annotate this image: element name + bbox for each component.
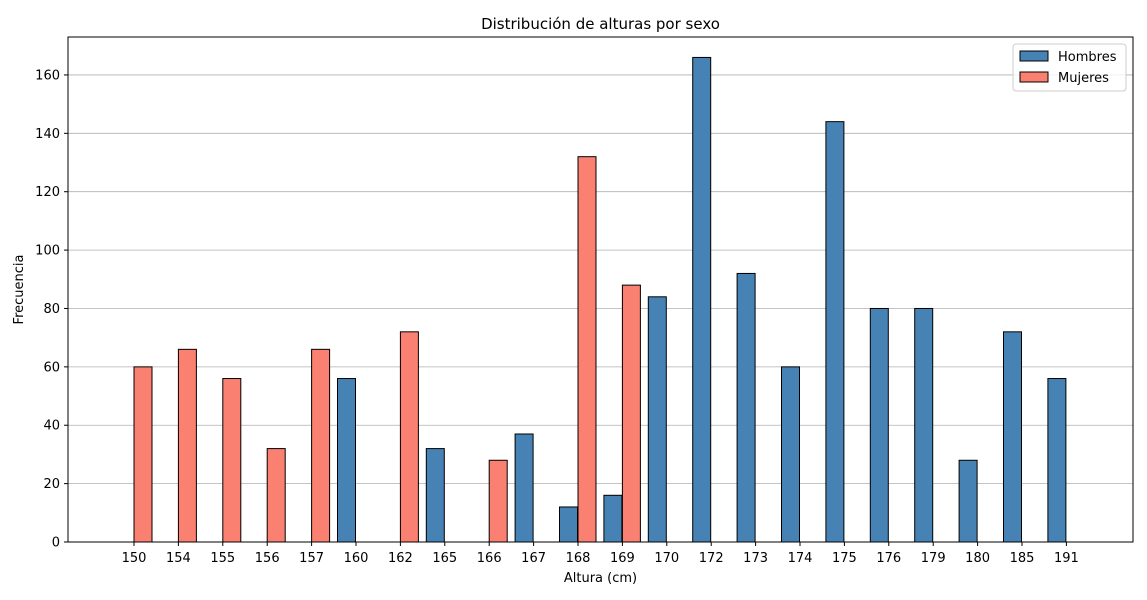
bar-hombres-169 bbox=[603, 494, 623, 543]
plot-frame bbox=[67, 36, 1134, 543]
x-tick-label: 185 bbox=[1010, 551, 1035, 566]
legend-swatch-mujeres bbox=[1019, 71, 1049, 83]
bar-hombres-167 bbox=[514, 433, 534, 543]
x-tick-label: 155 bbox=[210, 551, 235, 566]
bar-hombres-170 bbox=[647, 296, 667, 543]
bar-hombres-173 bbox=[736, 272, 756, 543]
x-tick-label: 170 bbox=[654, 551, 679, 566]
y-tick-label: 80 bbox=[43, 302, 60, 317]
y-tick-label: 100 bbox=[35, 244, 60, 259]
bar-mujeres-150 bbox=[133, 366, 153, 543]
bars bbox=[115, 56, 1085, 543]
bar-mujeres-154 bbox=[177, 348, 197, 543]
legend-label-mujeres: Mujeres bbox=[1058, 71, 1109, 86]
x-axis-label: Altura (cm) bbox=[564, 571, 637, 586]
x-axis-ticks: 150 154 155 156 157 160 162 165 166 167 168 169 170 1… bbox=[122, 542, 1079, 566]
bar-hombres-180 bbox=[958, 459, 978, 543]
x-tick-label: 154 bbox=[166, 551, 191, 566]
x-tick-label: 168 bbox=[566, 551, 591, 566]
x-tick-label: 191 bbox=[1054, 551, 1079, 566]
x-tick-label: 173 bbox=[743, 551, 768, 566]
bar-hombres-160 bbox=[337, 378, 356, 543]
y-tick-label: 0 bbox=[52, 536, 60, 551]
x-tick-label: 162 bbox=[388, 551, 413, 566]
bar-hombres-179 bbox=[914, 307, 934, 543]
bar-mujeres-156 bbox=[266, 448, 286, 543]
bar-hombres-185 bbox=[1003, 331, 1022, 543]
x-tick-label: 180 bbox=[965, 551, 990, 566]
x-tick-label: 156 bbox=[255, 551, 280, 566]
x-tick-label: 160 bbox=[344, 551, 369, 566]
bar-hombres-176 bbox=[869, 307, 889, 543]
x-tick-label: 166 bbox=[477, 551, 502, 566]
x-tick-label: 150 bbox=[122, 551, 147, 566]
bar-hombres-172 bbox=[692, 56, 712, 543]
y-tick-label: 20 bbox=[43, 477, 60, 492]
chart-title: Distribución de alturas por sexo bbox=[481, 15, 720, 33]
x-tick-label: 176 bbox=[876, 551, 901, 566]
bar-hombres-191 bbox=[1047, 378, 1067, 543]
y-tick-label: 160 bbox=[35, 68, 60, 83]
bar-mujeres-157 bbox=[311, 348, 331, 543]
legend-label-hombres: Hombres bbox=[1058, 50, 1117, 65]
y-tick-label: 60 bbox=[43, 360, 60, 375]
y-axis-ticks: 0 20 40 60 80 100 120 140 160 bbox=[35, 68, 68, 551]
x-tick-label: 175 bbox=[832, 551, 857, 566]
x-tick-label: 179 bbox=[921, 551, 946, 566]
bar-mujeres-162 bbox=[399, 331, 419, 543]
bar-mujeres-155 bbox=[222, 378, 242, 543]
grid-lines bbox=[68, 74, 1133, 543]
bar-mujeres-166 bbox=[488, 459, 508, 543]
y-axis-label: Frecuencia bbox=[12, 255, 27, 325]
bar-hombres-175 bbox=[825, 121, 845, 543]
bar-hombres-165 bbox=[425, 448, 445, 543]
x-tick-label: 174 bbox=[788, 551, 813, 566]
y-tick-label: 140 bbox=[35, 127, 60, 142]
legend-swatch-hombres bbox=[1019, 50, 1049, 62]
x-tick-label: 167 bbox=[521, 551, 546, 566]
bar-mujeres-168 bbox=[577, 156, 597, 543]
legend: Hombres Mujeres bbox=[1012, 43, 1127, 92]
bar-hombres-168 bbox=[559, 506, 578, 543]
y-tick-label: 120 bbox=[35, 185, 60, 200]
x-tick-label: 165 bbox=[432, 551, 457, 566]
x-tick-label: 172 bbox=[699, 551, 724, 566]
x-tick-label: 169 bbox=[610, 551, 635, 566]
bar-hombres-174 bbox=[781, 366, 800, 543]
x-tick-label: 157 bbox=[299, 551, 324, 566]
y-tick-label: 40 bbox=[43, 419, 60, 434]
bar-mujeres-169 bbox=[621, 284, 641, 543]
